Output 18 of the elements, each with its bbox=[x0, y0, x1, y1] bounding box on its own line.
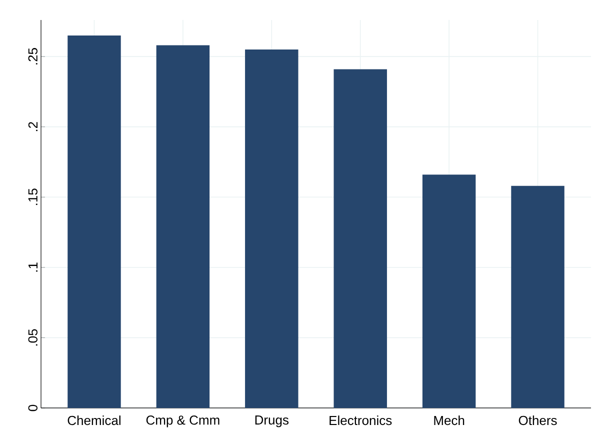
bar bbox=[68, 35, 121, 408]
y-tick-label: .2 bbox=[28, 122, 38, 132]
bar bbox=[511, 186, 564, 408]
y-tick-label: .25 bbox=[28, 48, 38, 64]
x-tick-label: Others bbox=[518, 416, 557, 426]
y-tick-label: 0 bbox=[28, 404, 38, 412]
y-tick-label: .15 bbox=[28, 188, 38, 205]
x-tick-label: Cmp & Cmm bbox=[146, 416, 220, 428]
bar bbox=[422, 174, 476, 408]
x-tick-label: Chemical bbox=[68, 416, 120, 426]
bar bbox=[156, 45, 210, 408]
bar bbox=[245, 50, 298, 408]
bar bbox=[334, 69, 387, 408]
x-tick-label: Mech bbox=[434, 416, 464, 426]
y-tick-label: .1 bbox=[28, 262, 38, 272]
x-tick-label: Electronics bbox=[330, 416, 392, 426]
x-tick-label: Drugs bbox=[255, 416, 289, 428]
y-tick-label: .05 bbox=[28, 329, 38, 346]
